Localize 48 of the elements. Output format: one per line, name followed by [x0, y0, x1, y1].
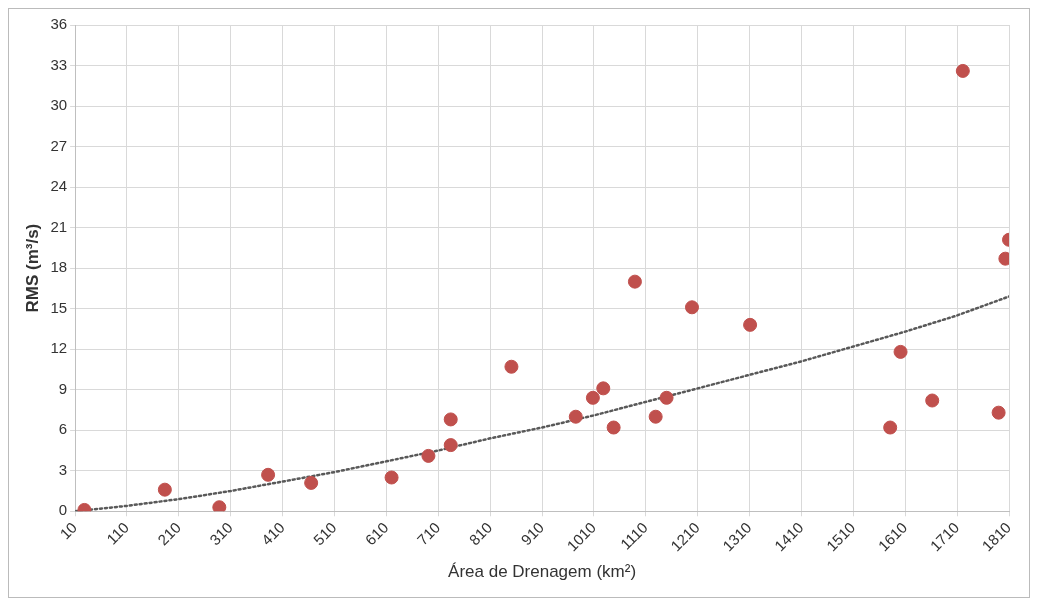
point	[384, 470, 399, 485]
y-tick-label: 21	[50, 217, 68, 235]
point	[684, 300, 699, 315]
point	[648, 409, 663, 424]
y-tick-label: 33	[50, 55, 68, 73]
y-tick-label: 18	[50, 258, 68, 276]
y-tick-label: 3	[58, 460, 68, 478]
x-tick-label: 710	[413, 518, 444, 549]
point	[304, 475, 319, 490]
point	[421, 448, 436, 463]
x-tick-label: 810	[465, 518, 496, 549]
y-tick-label: 9	[58, 379, 68, 397]
point	[261, 467, 276, 482]
point	[443, 438, 458, 453]
point	[955, 63, 970, 78]
point	[606, 420, 621, 435]
point	[585, 390, 600, 405]
x-tick-label: 910	[517, 518, 548, 549]
x-tick-label: 310	[206, 518, 236, 549]
point	[925, 393, 940, 408]
point	[991, 405, 1006, 420]
y-tick-label: 12	[50, 339, 68, 357]
point	[743, 317, 758, 332]
point	[157, 482, 172, 497]
x-tick-label: 10	[56, 518, 81, 543]
y-tick-label: 0	[58, 501, 68, 519]
y-tick-label: 15	[50, 298, 68, 316]
point	[568, 409, 583, 424]
y-tick-label: 6	[58, 420, 68, 438]
x-tick-label: 610	[361, 518, 392, 549]
point	[596, 381, 611, 396]
point	[443, 412, 458, 427]
point	[212, 500, 227, 512]
point	[883, 420, 898, 435]
point	[627, 274, 642, 289]
x-tick-label: 410	[257, 518, 288, 549]
x-tick-label: 510	[309, 518, 340, 549]
x-axis-title: Área de Drenagem (km²)	[448, 562, 637, 582]
y-tick-label: 24	[50, 177, 68, 195]
x-tick-label: 210	[154, 518, 184, 549]
y-tick-label: 30	[50, 96, 68, 114]
point	[659, 390, 674, 405]
point	[893, 344, 908, 359]
x-tick-label: 110	[103, 518, 133, 548]
y-tick-label: 36	[50, 15, 68, 33]
y-tick-label: 27	[50, 136, 68, 154]
y-axis-title: RMS (m³/s)	[22, 223, 42, 313]
point	[504, 359, 519, 374]
